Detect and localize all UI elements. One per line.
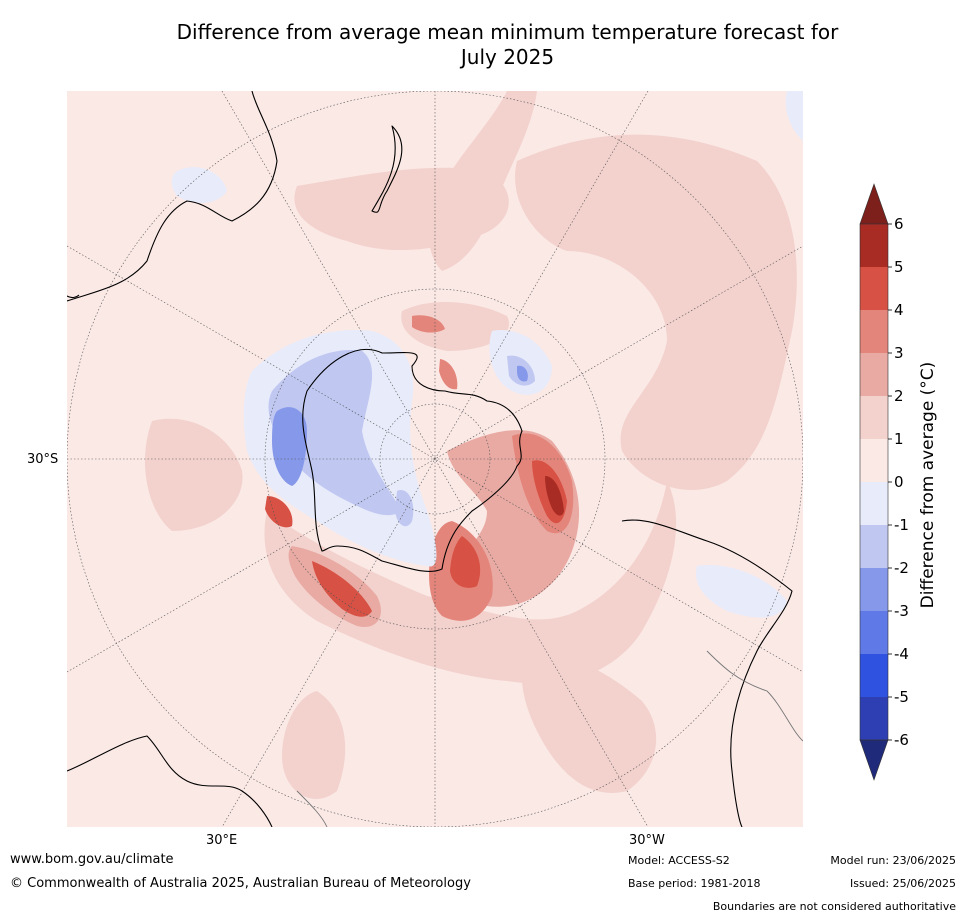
colorbar-tick-label: 6 xyxy=(894,215,904,233)
copyright-label: © Commonwealth of Australia 2025, Austra… xyxy=(10,876,471,891)
base-period-label: Base period: 1981-2018 xyxy=(628,877,761,890)
colorbar-band xyxy=(860,224,888,267)
colorbar-title: Difference from average (°C) xyxy=(918,361,938,609)
australia-coastline-west xyxy=(67,294,80,299)
model-run-label: Model run: 23/06/2025 xyxy=(830,854,956,867)
label-30w: 30°W xyxy=(629,833,665,848)
antarctica-coastline xyxy=(302,348,523,572)
warm-zone-tasman xyxy=(428,91,537,271)
cool-zone-south-america xyxy=(696,565,787,618)
label-30e: 30°E xyxy=(206,833,238,848)
colorbar-band xyxy=(860,310,888,353)
colorbar-band xyxy=(860,525,888,568)
cool-zone-wilkes xyxy=(272,407,307,486)
colorbar-band xyxy=(860,396,888,439)
colorbar-band xyxy=(860,267,888,310)
disclaimer-label: Boundaries are not considered authoritat… xyxy=(712,900,956,913)
colorbar-tick-label: -5 xyxy=(894,688,909,706)
colorbar-tick-label: 0 xyxy=(894,473,904,491)
colorbar-bands xyxy=(859,183,889,781)
colorbar-tick-label: 2 xyxy=(894,387,904,405)
colorbar-under-arrow xyxy=(859,739,889,781)
map-title: Difference from average mean minimum tem… xyxy=(176,20,839,69)
colorbar-band xyxy=(860,482,888,525)
colorbar-band xyxy=(860,568,888,611)
africa-coastline xyxy=(67,735,273,827)
australia-coastline xyxy=(67,91,278,302)
website-label: www.bom.gov.au/climate xyxy=(10,852,174,867)
warm-zone-amundsen xyxy=(439,359,458,390)
colorbar-tick-label: -3 xyxy=(894,602,909,620)
colorbar-tick-label: -2 xyxy=(894,559,909,577)
new-zealand-coastline xyxy=(371,125,403,213)
colorbar-tick-label: 4 xyxy=(894,301,904,319)
graticule xyxy=(67,91,803,827)
coastlines xyxy=(67,91,793,827)
cool-zone-australia xyxy=(171,167,227,203)
model-label: Model: ACCESS-S2 xyxy=(628,854,730,867)
colorbar-tick-label: -1 xyxy=(894,516,909,534)
colorbar-band xyxy=(860,611,888,654)
warm-zone-east xyxy=(515,134,797,490)
warm-zone-ross xyxy=(401,301,509,351)
colorbar-band xyxy=(860,697,888,740)
colorbar-tick-label: -4 xyxy=(894,645,909,663)
forecast-map xyxy=(67,91,803,827)
south-america-border xyxy=(706,650,803,742)
warm-zone-enderby-strong xyxy=(312,561,372,617)
colorbar-tick-label: 5 xyxy=(894,258,904,276)
colorbar-band xyxy=(860,353,888,396)
cool-zone-corner xyxy=(785,91,803,141)
colorbar-band xyxy=(860,654,888,697)
warm-zone-weddell-strong xyxy=(450,536,481,588)
colorbar-tick-label: 3 xyxy=(894,344,904,362)
issued-label: Issued: 25/06/2025 xyxy=(849,877,956,890)
cool-zone-bellingshausen-core xyxy=(517,365,528,382)
south-america-coastline xyxy=(621,519,793,827)
warm-zone-prydz xyxy=(265,496,293,528)
map-canvas xyxy=(67,91,803,827)
country-borders xyxy=(296,650,803,827)
colorbar-over-arrow xyxy=(859,183,889,225)
colorbar-band xyxy=(860,439,888,482)
colorbar-tick-label: 1 xyxy=(894,430,904,448)
warm-zone-indian xyxy=(144,418,243,531)
latitude-circle-60s xyxy=(264,288,606,630)
colorbar-tick-label: -6 xyxy=(894,731,909,749)
cool-zone-interior xyxy=(395,490,414,527)
africa-border xyxy=(296,790,328,827)
label-30s: 30°S xyxy=(27,452,59,467)
warm-zone-southern-ocean xyxy=(264,481,677,684)
cool-zone-east-antarctica-mid xyxy=(268,350,402,516)
warm-zone-ross-spot xyxy=(412,315,445,333)
colorbar: 6 5 4 3 2 1 0 -1 -2 -3 -4 -5 -6 xyxy=(859,183,909,781)
warm-zone-atlantic xyxy=(521,651,657,793)
anomaly-field xyxy=(144,91,803,799)
colorbar-ticks: 6 5 4 3 2 1 0 -1 -2 -3 -4 -5 -6 xyxy=(888,215,909,749)
warm-zone-peninsula-peak xyxy=(545,476,564,516)
warm-zone-south-africa xyxy=(282,691,346,799)
